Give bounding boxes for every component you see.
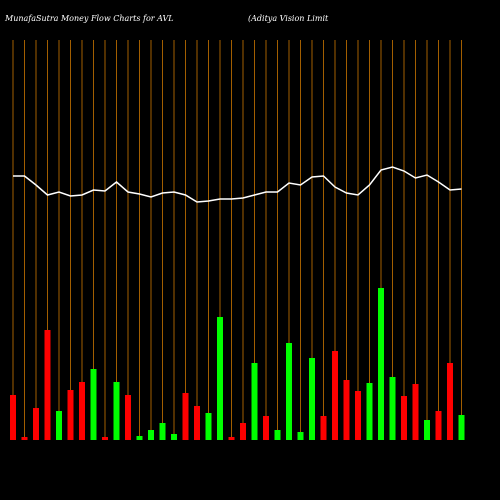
bar [136,436,143,440]
bar [148,430,154,440]
bar [274,430,281,440]
money-flow-line [13,166,462,203]
bar [412,384,419,440]
bar [297,432,304,440]
bar [171,434,177,440]
bar [182,393,189,440]
bar [389,377,396,440]
bar [79,382,85,440]
bar [251,363,258,440]
bar [458,415,465,440]
bar [44,330,51,440]
bar [10,395,16,440]
bar [435,411,442,440]
bar [320,416,327,440]
bar [113,382,120,440]
bar [67,390,74,440]
bar [332,351,338,440]
bar [205,413,212,440]
bar [90,369,97,440]
bar [159,423,166,440]
bar [424,420,430,440]
bar [217,317,223,440]
chart-title: MunafaSutra Money Flow Charts for AVL [4,14,174,23]
bar [378,288,384,440]
bar [263,416,269,440]
bar [286,343,292,440]
bar [56,411,62,440]
bar [401,396,407,440]
chart-subtitle: (Aditya Vision Limit [248,14,329,23]
bar [343,380,350,440]
bar [355,391,361,440]
bar [228,437,235,440]
bar [366,383,373,440]
bar [194,406,200,440]
bar [21,437,28,440]
bar [33,408,39,440]
bar [309,358,315,440]
bar [240,423,246,440]
bar [125,395,131,440]
bar [447,363,453,440]
bar [102,437,108,440]
